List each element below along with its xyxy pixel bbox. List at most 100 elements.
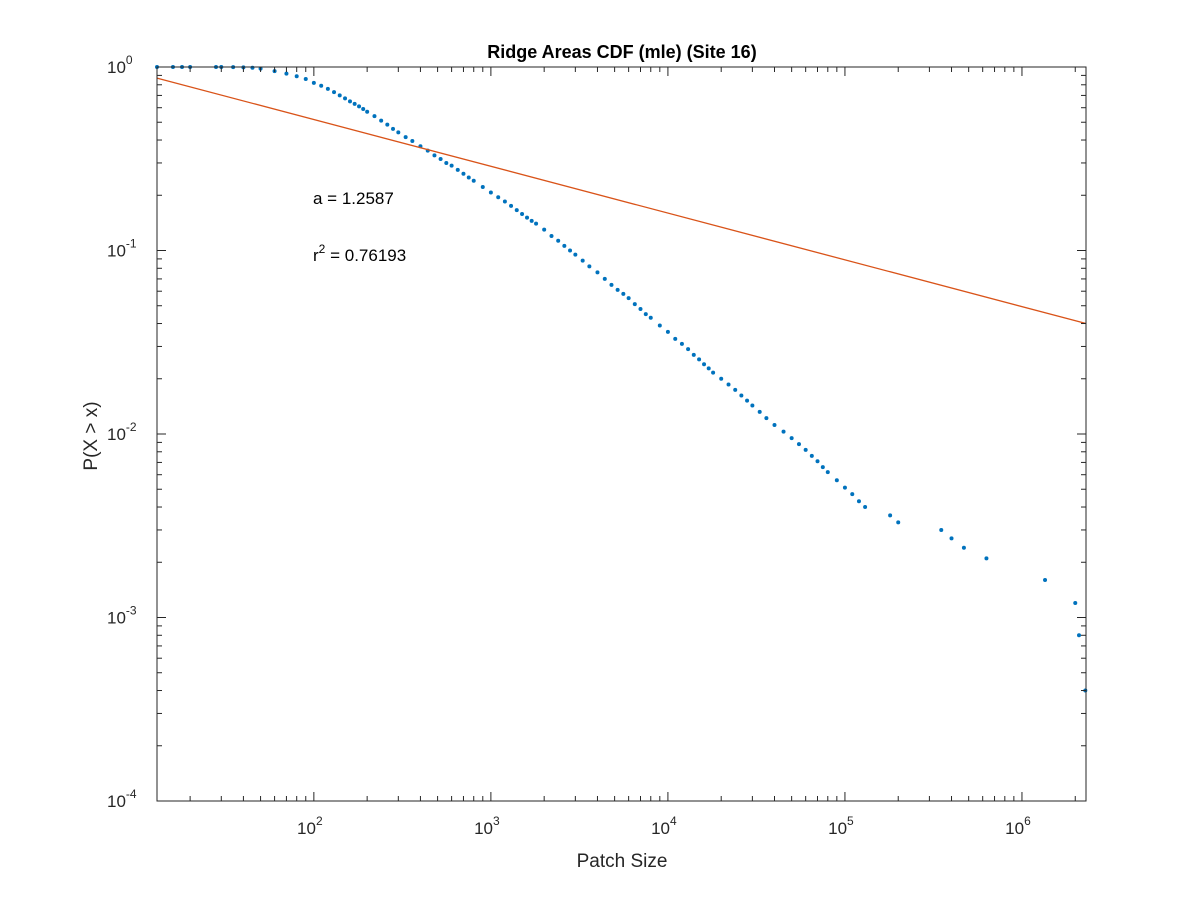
data-point bbox=[520, 212, 525, 217]
y-tick-label: 10-2 bbox=[107, 420, 137, 444]
data-point bbox=[509, 203, 514, 208]
x-tick-exponent: 6 bbox=[1024, 814, 1031, 828]
data-point bbox=[372, 114, 377, 119]
y-tick-label: 10-4 bbox=[107, 787, 137, 811]
data-point bbox=[562, 243, 567, 248]
y-tick-exponent: -2 bbox=[126, 420, 137, 434]
data-point bbox=[466, 175, 471, 180]
r-squared-value: = 0.76193 bbox=[325, 246, 406, 265]
data-point bbox=[638, 306, 643, 311]
data-point bbox=[580, 258, 585, 263]
data-point bbox=[609, 282, 614, 287]
data-point bbox=[311, 80, 316, 85]
x-tick-label: 104 bbox=[651, 814, 677, 838]
data-point bbox=[319, 83, 324, 88]
data-point bbox=[896, 520, 901, 525]
data-point bbox=[410, 139, 415, 144]
y-tick-exponent: -1 bbox=[126, 237, 137, 251]
data-point bbox=[706, 366, 711, 371]
data-point bbox=[657, 323, 662, 328]
data-point bbox=[455, 167, 460, 172]
data-point bbox=[403, 135, 408, 140]
y-tick-exponent: -4 bbox=[126, 787, 137, 801]
data-point bbox=[750, 403, 755, 408]
x-tick-label: 103 bbox=[474, 814, 500, 838]
data-point bbox=[626, 296, 631, 301]
data-point bbox=[648, 315, 653, 320]
data-point bbox=[719, 376, 724, 381]
data-point bbox=[691, 352, 696, 357]
data-point bbox=[357, 104, 362, 109]
data-point bbox=[643, 312, 648, 317]
x-tick-label: 102 bbox=[297, 814, 323, 838]
x-tick-label: 105 bbox=[828, 814, 854, 838]
data-point bbox=[834, 478, 839, 483]
y-tick-base: 10 bbox=[107, 242, 126, 261]
data-point bbox=[461, 171, 466, 176]
exponent-annotation: a = 1.2587 bbox=[313, 189, 394, 208]
fit-line bbox=[156, 77, 1087, 325]
data-point bbox=[502, 199, 507, 204]
data-point bbox=[863, 505, 868, 510]
x-tick-exponent: 5 bbox=[847, 814, 854, 828]
data-point bbox=[825, 470, 830, 475]
data-point bbox=[337, 93, 342, 98]
data-point bbox=[488, 190, 493, 195]
y-tick-base: 10 bbox=[107, 792, 126, 811]
data-point bbox=[542, 227, 547, 232]
data-point bbox=[686, 347, 691, 352]
data-point bbox=[568, 248, 573, 253]
y-axis-label: P(X > x) bbox=[81, 401, 102, 470]
data-point bbox=[757, 409, 762, 414]
y-tick-base: 10 bbox=[107, 425, 126, 444]
data-point bbox=[449, 163, 454, 168]
data-point bbox=[496, 195, 501, 200]
x-tick-base: 10 bbox=[297, 819, 316, 838]
x-tick-base: 10 bbox=[828, 819, 847, 838]
plot-area bbox=[157, 67, 1086, 801]
data-point bbox=[789, 436, 794, 441]
data-point bbox=[888, 513, 893, 518]
data-point bbox=[438, 157, 443, 162]
r-squared-exponent: 2 bbox=[319, 242, 326, 256]
data-point bbox=[352, 101, 357, 106]
x-tick-base: 10 bbox=[474, 819, 493, 838]
data-point bbox=[764, 416, 769, 421]
y-tick-label: 10-3 bbox=[107, 604, 137, 628]
data-point bbox=[391, 126, 396, 131]
data-point bbox=[587, 264, 592, 269]
data-point bbox=[549, 233, 554, 238]
data-point bbox=[514, 208, 519, 213]
data-point bbox=[739, 393, 744, 398]
x-tick-base: 10 bbox=[651, 819, 670, 838]
y-tick-base: 10 bbox=[107, 609, 126, 628]
data-point bbox=[1077, 633, 1082, 638]
chart-title: Ridge Areas CDF (mle) (Site 16) bbox=[487, 42, 756, 62]
data-point bbox=[471, 178, 476, 183]
data-point bbox=[595, 270, 600, 275]
data-point bbox=[984, 556, 989, 561]
data-point bbox=[332, 90, 337, 95]
data-point bbox=[815, 459, 820, 464]
data-point bbox=[856, 499, 861, 504]
data-point bbox=[820, 465, 825, 470]
data-point bbox=[809, 453, 814, 458]
data-point bbox=[303, 77, 308, 82]
data-point bbox=[325, 86, 330, 91]
x-axis-label: Patch Size bbox=[577, 851, 668, 872]
data-point bbox=[444, 160, 449, 165]
data-point bbox=[665, 329, 670, 334]
data-point bbox=[361, 107, 366, 112]
data-point bbox=[396, 130, 401, 135]
data-point bbox=[365, 109, 370, 114]
data-point bbox=[961, 545, 966, 550]
data-point bbox=[284, 71, 289, 76]
data-point bbox=[679, 341, 684, 346]
data-point bbox=[621, 291, 626, 296]
y-tick-label: 100 bbox=[107, 53, 133, 77]
data-point bbox=[385, 122, 390, 127]
data-point bbox=[697, 357, 702, 362]
data-point bbox=[1043, 578, 1048, 583]
data-point bbox=[615, 287, 620, 292]
